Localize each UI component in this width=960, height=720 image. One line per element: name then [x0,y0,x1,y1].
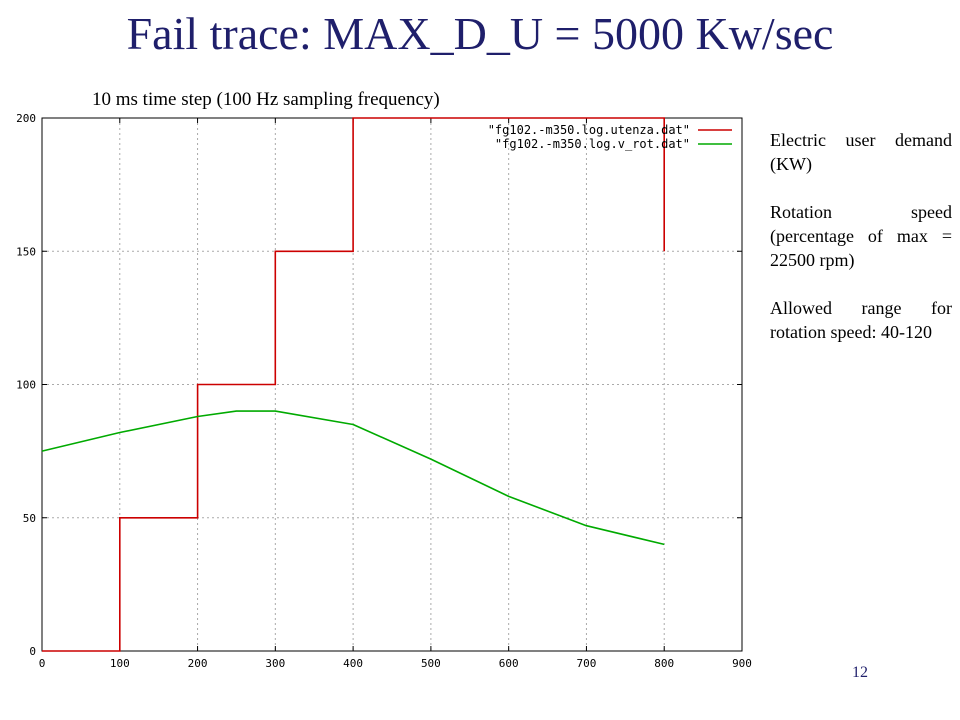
x-tick-label: 500 [421,657,441,670]
x-tick-label: 800 [654,657,674,670]
x-tick-label: 600 [499,657,519,670]
legend-label-2: "fg102.-m350.log.v_rot.dat" [495,137,690,151]
x-tick-label: 300 [265,657,285,670]
legend-label-1: "fg102.-m350.log.utenza.dat" [488,123,690,137]
y-tick-label: 0 [29,645,36,658]
x-tick-label: 0 [39,657,46,670]
series-line-1 [42,117,666,652]
chart-subtitle: 10 ms time step (100 Hz sampling frequen… [92,89,440,110]
line-chart: 0 100 200 300 400 500 600 700 800 900 0 50 100 150 200… [0,100,770,676]
x-tick-label: 200 [188,657,208,670]
note-rotation-speed: Rotation speed (percentage of max = 2250… [770,202,952,270]
x-tick-label: 400 [343,657,363,670]
notes-panel: Electric user demand (KW) Rotation speed… [770,128,952,368]
note-electric-demand: Electric user demand (KW) [770,130,952,174]
y-tick-label: 150 [16,245,36,258]
series-line-2 [41,410,665,546]
y-tick-label: 100 [16,379,36,392]
chart-svg: 0 100 200 300 400 500 600 700 800 900 0 50 100 150 200… [16,112,752,670]
slide-title: Fail trace: MAX_D_U = 5000 Kw/sec [126,8,834,59]
y-tick-label: 50 [23,512,36,525]
x-tick-label: 900 [732,657,752,670]
y-tick-label: 200 [16,112,36,125]
page-number: 12 [852,664,868,681]
note-allowed-range: Allowed range for rotation speed: 40-120 [770,298,952,342]
x-tick-label: 700 [577,657,597,670]
x-tick-label: 100 [110,657,130,670]
